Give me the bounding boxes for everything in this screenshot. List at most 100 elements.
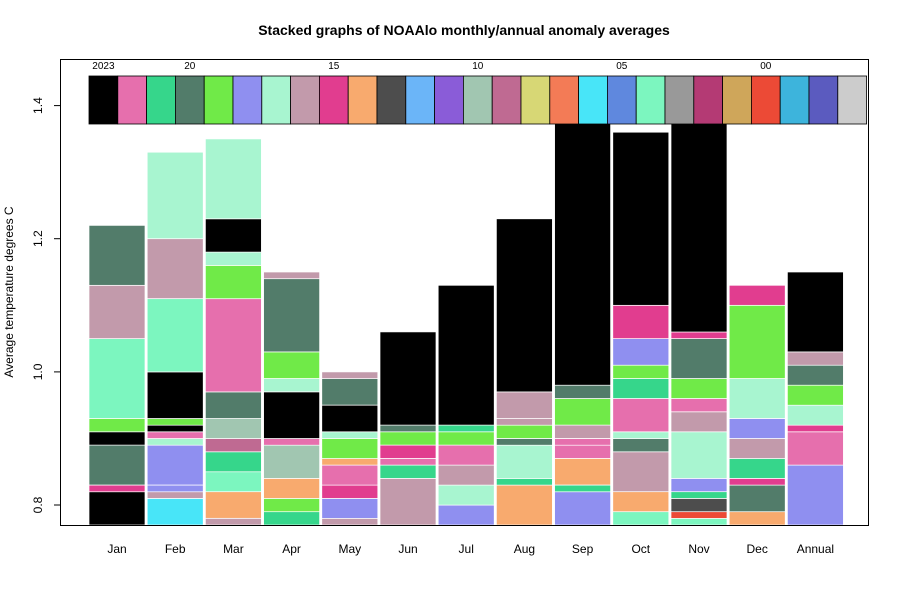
bar-segment-nov-10 <box>670 331 728 339</box>
bar-segment-dec-4 <box>728 438 786 459</box>
bar-segment-may-5 <box>321 438 379 459</box>
bar-segment-nov-0 <box>670 517 728 526</box>
bar-segment-annual-3 <box>787 404 844 426</box>
bar-segment-oct-9 <box>612 304 670 339</box>
bars-layer <box>88 78 844 526</box>
bar-segment-nov-6 <box>670 411 728 433</box>
bar-segment-jun-3 <box>379 444 437 459</box>
bar-segment-feb-10 <box>146 238 204 299</box>
bar-segment-sep-7 <box>554 384 611 399</box>
bar-segment-nov-1 <box>670 511 728 519</box>
legend-swatch-2010 <box>462 75 493 125</box>
bar-segment-may-4 <box>321 458 379 466</box>
bar-segment-oct-2 <box>612 451 670 493</box>
bar-segment-annual-0 <box>787 464 844 526</box>
bar-segment-jun-6 <box>379 331 437 426</box>
bar-segment-jan-0 <box>88 491 146 526</box>
legend-swatch-2001 <box>722 75 752 125</box>
bar-segment-dec-7 <box>728 304 786 379</box>
bar-segment-sep-0 <box>554 491 611 526</box>
x-tick-label-nov: Nov <box>688 542 709 556</box>
bar-segment-jan-6 <box>88 284 146 339</box>
bar-segment-apr-5 <box>263 391 320 439</box>
bar-segment-oct-10 <box>612 131 670 306</box>
legend-swatch-2005 <box>607 75 637 125</box>
bar-segment-oct-4 <box>612 431 670 439</box>
x-tick-label-oct: Oct <box>631 542 650 556</box>
legend-swatch-2002 <box>693 75 723 125</box>
bar-segment-aug-7 <box>496 218 553 393</box>
legend-label-00: 00 <box>760 61 772 72</box>
bar-segment-mar-11 <box>205 138 262 220</box>
legend-label-20: 20 <box>184 61 196 72</box>
x-tick-label-may: May <box>338 542 361 556</box>
bar-segment-nov-3 <box>670 491 728 499</box>
bar-segment-mar-0 <box>205 517 262 526</box>
y-tick-label-1.2: 1.2 <box>31 230 45 247</box>
y-axis-label: Average temperature degrees C <box>2 206 16 378</box>
bar-segment-jan-5 <box>88 338 146 419</box>
bar-segment-apr-0 <box>263 511 320 526</box>
bar-segment-apr-9 <box>263 271 320 280</box>
legend-swatch-2014 <box>347 75 378 125</box>
legend-swatch-2021 <box>146 75 176 125</box>
bar-segment-feb-5 <box>146 431 204 439</box>
bar-segment-dec-3 <box>728 458 786 479</box>
bar-segment-nov-8 <box>670 378 728 399</box>
bar-segment-aug-5 <box>496 418 553 426</box>
x-axis: Jan Feb Mar Apr May Jun Jul Aug Sep Oct Nov Dec Annu… <box>107 542 834 556</box>
bar-segment-apr-3 <box>263 444 320 479</box>
bar-segment-jan-1 <box>88 484 146 493</box>
bar-segment-annual-6 <box>787 351 844 366</box>
bar-segment-nov-4 <box>670 478 728 493</box>
bar-segment-mar-9 <box>205 251 262 266</box>
bar-segment-feb-7 <box>146 418 204 426</box>
bar-segment-may-6 <box>321 431 379 439</box>
bar-segment-sep-6 <box>554 398 611 426</box>
year-legend: 2023 20 15 10 05 00 <box>88 61 867 125</box>
bar-segment-feb-8 <box>146 371 204 419</box>
bar-segment-feb-1 <box>146 491 204 499</box>
bar-segment-jan-2 <box>88 444 146 486</box>
bar-segment-may-1 <box>321 498 379 519</box>
bar-segment-oct-7 <box>612 364 670 379</box>
bar-segment-nov-7 <box>670 398 728 413</box>
legend-swatch-2007 <box>549 75 579 125</box>
bar-segment-apr-6 <box>263 378 320 393</box>
legend-swatch-2020 <box>174 75 205 125</box>
legend-swatch-1999 <box>779 75 810 125</box>
legend-swatch-2017 <box>261 75 291 125</box>
y-tick-label-1.0: 1.0 <box>31 363 45 380</box>
bar-segment-oct-0 <box>612 511 670 526</box>
bar-segment-sep-5 <box>554 424 611 439</box>
chart-title: Stacked graphs of NOAAlo monthly/annual … <box>258 22 670 38</box>
bar-segment-jul-3 <box>437 444 495 466</box>
x-tick-label-jun: Jun <box>398 542 417 556</box>
legend-swatch-2015 <box>318 75 349 125</box>
bar-segment-mar-6 <box>205 391 262 419</box>
bar-segment-feb-4 <box>146 438 204 446</box>
bar-segment-feb-3 <box>146 444 204 486</box>
legend-swatch-2023 <box>88 75 119 125</box>
legend-swatch-2008 <box>520 75 551 125</box>
legend-swatch-2018 <box>232 75 263 125</box>
legend-swatch-2016 <box>290 75 320 125</box>
bar-segment-may-2 <box>321 484 379 499</box>
bar-segment-sep-2 <box>554 458 611 486</box>
bar-segment-apr-4 <box>263 438 320 446</box>
bar-segment-annual-4 <box>787 384 844 406</box>
bar-segment-jun-2 <box>379 458 437 466</box>
bar-segment-mar-7 <box>205 298 262 393</box>
bar-segment-feb-6 <box>146 424 204 433</box>
bar-segment-nov-9 <box>670 338 728 379</box>
bar-segment-oct-8 <box>612 338 670 366</box>
bar-segment-aug-6 <box>496 391 553 419</box>
bar-segment-jan-7 <box>88 225 146 286</box>
legend-swatch-2012 <box>405 75 435 125</box>
bar-segment-dec-6 <box>728 378 786 419</box>
bar-segment-jul-0 <box>437 504 495 526</box>
legend-swatch-2022 <box>117 75 148 125</box>
bar-segment-dec-8 <box>728 284 786 306</box>
bar-segment-jul-1 <box>437 484 495 506</box>
